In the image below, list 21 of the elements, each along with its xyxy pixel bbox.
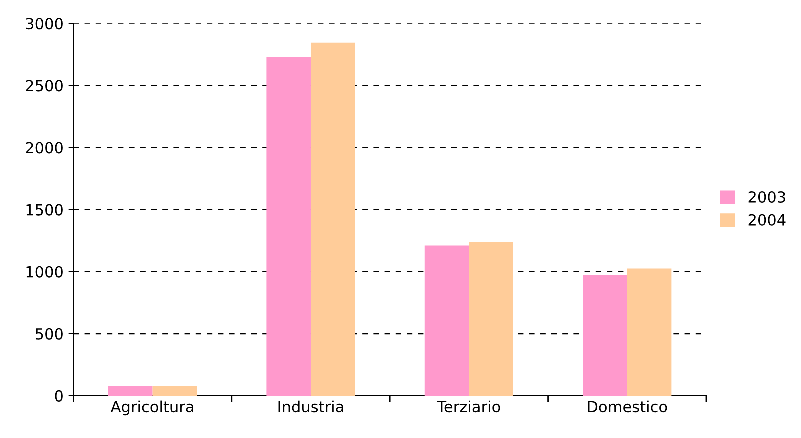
- bar: [583, 274, 628, 396]
- bar: [469, 242, 514, 396]
- y-tick-label: 0: [55, 390, 63, 402]
- x-tick-label: Industria: [278, 400, 344, 413]
- x-tick-label: Domestico: [588, 400, 668, 413]
- y-tick-label: 500: [36, 328, 63, 340]
- bar: [310, 42, 356, 396]
- x-tick-label: Terziario: [437, 400, 500, 413]
- bar: [424, 246, 470, 396]
- y-tick-label: 3000: [26, 18, 63, 30]
- bar: [627, 268, 672, 396]
- y-tick-label: 1500: [26, 204, 63, 216]
- legend-label: 2003: [748, 191, 786, 204]
- bar: [108, 386, 153, 396]
- y-tick-label: 1000: [26, 266, 63, 278]
- y-tick-label: 2500: [26, 80, 63, 92]
- bar: [152, 386, 198, 396]
- y-tick-label: 2000: [26, 142, 63, 154]
- bar: [266, 57, 311, 396]
- x-tick-label: Agricoltura: [110, 400, 194, 416]
- legend-label: 2004: [748, 214, 786, 226]
